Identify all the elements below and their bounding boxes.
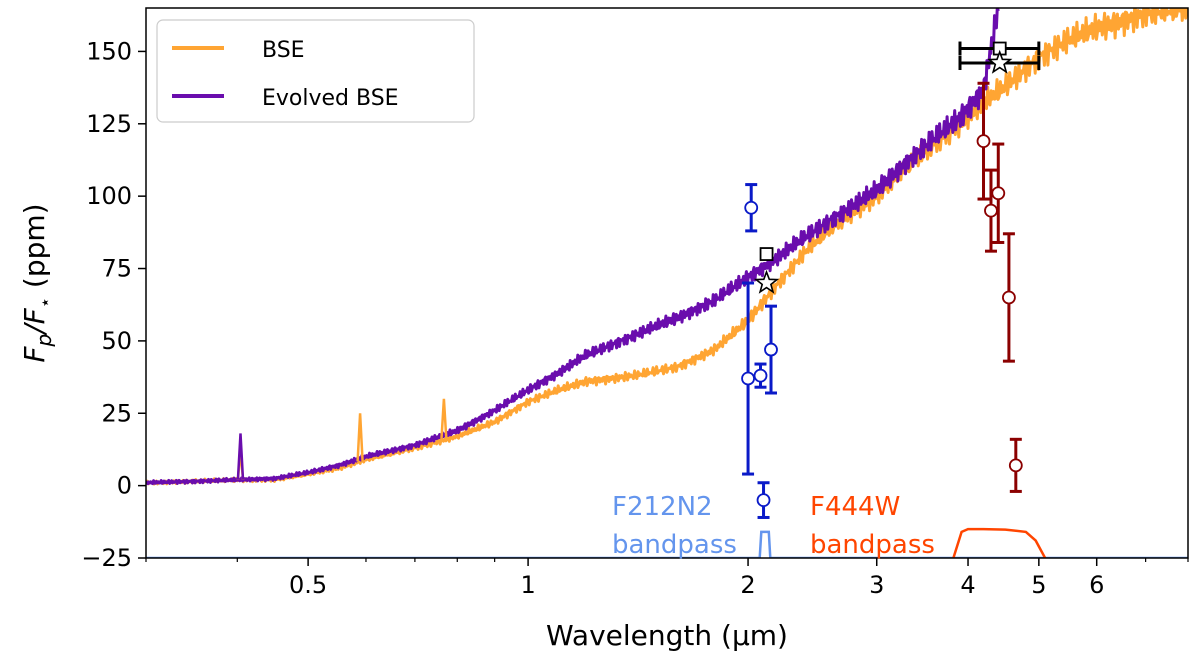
band-average-layer (753, 41, 1041, 294)
legend-label-evolved-bse: Evolved BSE (262, 86, 399, 111)
plot-frame (145, 7, 1189, 559)
legend-label-bse: BSE (262, 38, 305, 63)
observation-point-f444w-5 (976, 81, 991, 201)
x-axis-label: Wavelength (μm) (546, 619, 788, 652)
f212n2-label-line2: bandpass (612, 530, 737, 560)
emission-spike-1 (236, 433, 245, 480)
observation-point-f444w-6 (984, 168, 998, 253)
observation-point-f212n2-2 (753, 362, 768, 389)
y-tick-label: 0 (117, 472, 132, 500)
observation-point-f444w-8 (1002, 232, 1016, 363)
emission-spike-2 (356, 413, 364, 462)
y-tick-label: 25 (101, 399, 132, 427)
x-tick-label: 6 (1089, 571, 1104, 599)
emission-spike-3 (440, 398, 448, 441)
square-marker (759, 247, 774, 261)
observations-layer (741, 81, 1023, 519)
series-layer (146, 8, 1188, 486)
observation-marker (756, 493, 771, 508)
x-tick-label: 1 (520, 571, 535, 599)
band-average-square-2 (958, 41, 1041, 56)
x-tick-label: 5 (1031, 571, 1046, 599)
observation-point-f212n2-3 (764, 304, 778, 395)
band-average-star-1 (753, 269, 780, 294)
y-axis-label: Fp/F⋆ (ppm) (18, 203, 56, 362)
observation-marker (1008, 458, 1023, 473)
f444w-label-line2: bandpass (810, 530, 935, 560)
star-marker (753, 269, 780, 294)
bandpass-layer (146, 527, 1188, 558)
bandpass-curve-f444w (952, 527, 1047, 558)
observation-marker (1002, 290, 1016, 305)
observation-marker (991, 186, 1006, 201)
observation-marker (753, 368, 768, 383)
x-tick-label: 0.5 (289, 571, 327, 599)
observation-marker (764, 342, 778, 357)
f212n2-label-line1: F212N2 (612, 492, 713, 522)
band-average-square-0 (759, 247, 774, 261)
x-tick-label: 2 (740, 571, 755, 599)
y-axis-ticks: −25 0 25 50 75 100 125 150 (81, 37, 146, 572)
observation-marker (976, 134, 991, 149)
star-marker (987, 49, 1013, 74)
spectrum-bse (146, 8, 1188, 486)
y-tick-label: −25 (81, 544, 132, 572)
y-tick-label: 150 (86, 37, 132, 65)
observation-point-f212n2-0 (744, 183, 759, 233)
x-axis-ticks: 0.5 1 2 3 4 5 6 (145, 558, 1189, 599)
spectrum-evolved-bse (146, 8, 1000, 486)
f444w-label-line1: F444W (810, 492, 900, 522)
y-tick-label: 100 (86, 182, 132, 210)
x-tick-label: 4 (960, 571, 975, 599)
observation-marker (984, 203, 998, 218)
observation-point-f444w-7 (991, 142, 1006, 244)
bandpass-curve-f212n2 (146, 530, 1188, 558)
observation-marker (744, 200, 759, 215)
y-tick-label: 50 (101, 327, 132, 355)
band-average-star-3 (958, 49, 1041, 74)
observation-point-f212n2-4 (756, 481, 771, 519)
observation-point-f444w-9 (1008, 437, 1023, 493)
observation-point-f212n2-1 (741, 281, 755, 476)
legend-box (156, 19, 475, 123)
legend: BSE Evolved BSE (156, 19, 475, 123)
y-tick-label: 125 (86, 110, 132, 138)
x-tick-label: 3 (869, 571, 884, 599)
observation-marker (741, 371, 755, 386)
y-tick-label: 75 (101, 255, 132, 283)
